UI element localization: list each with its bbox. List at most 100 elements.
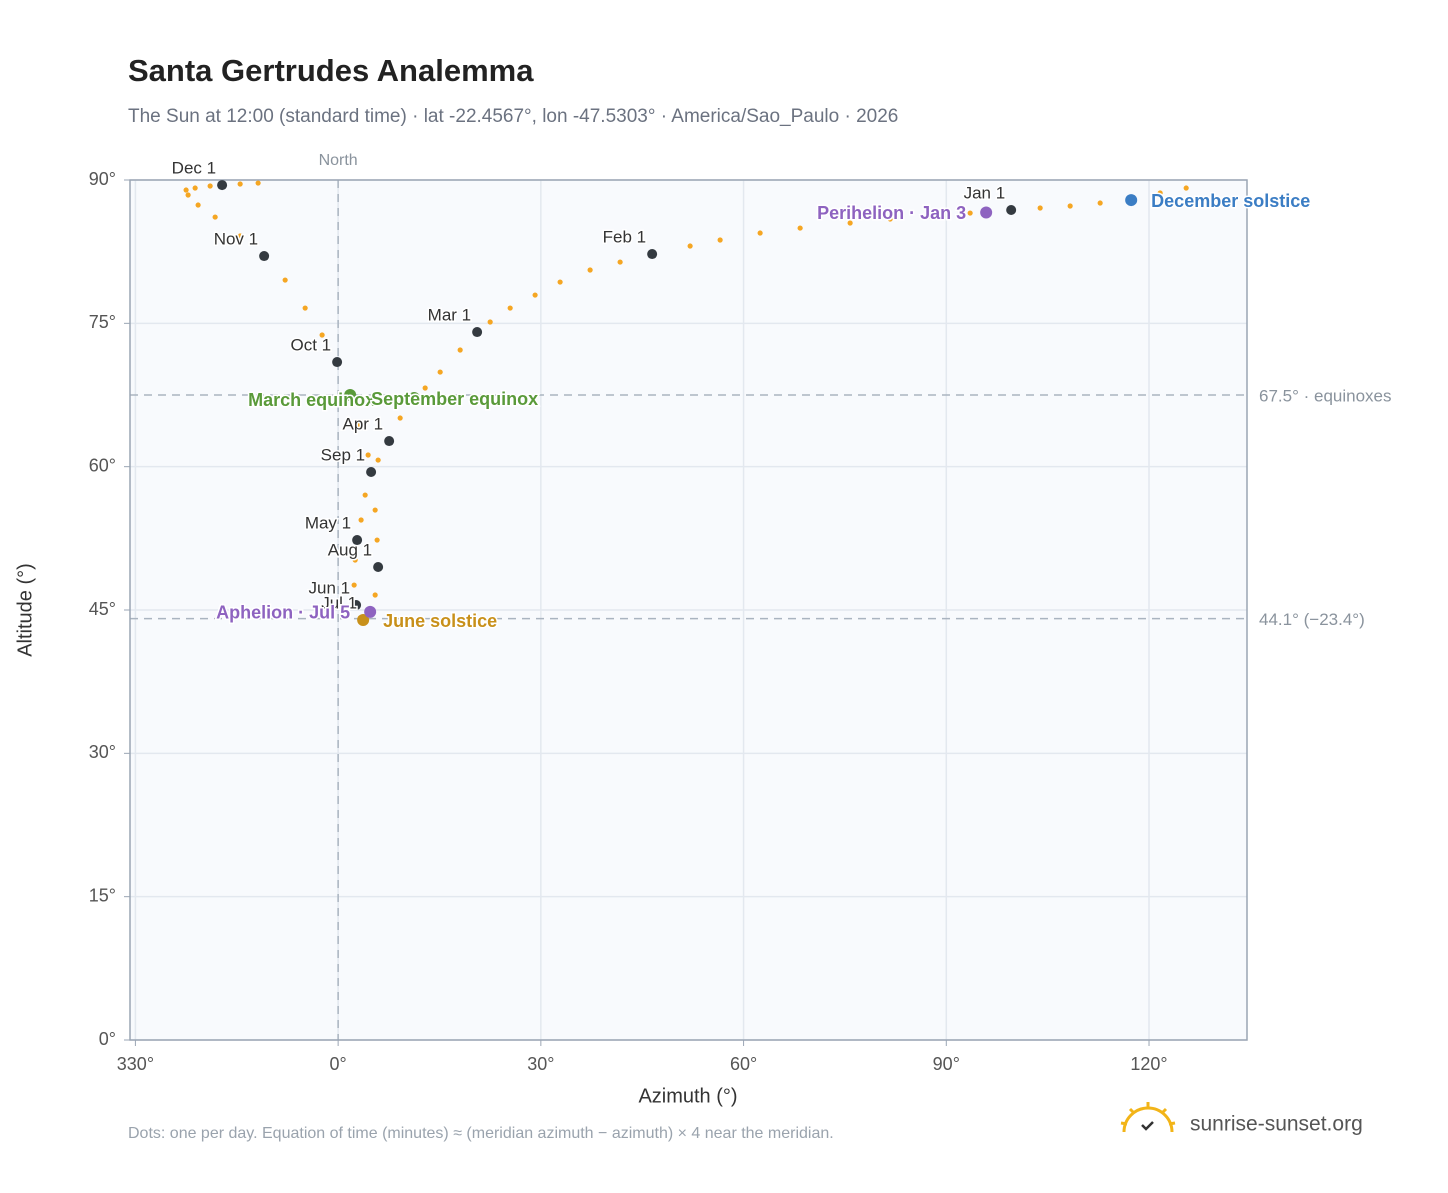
x-tick-label: 120° [1130, 1054, 1167, 1074]
event-dot [357, 614, 370, 627]
month-dot [352, 535, 363, 546]
daily-dot [927, 213, 933, 219]
daily-dot [1067, 203, 1073, 209]
month-dot [384, 436, 395, 447]
daily-dot [887, 216, 893, 222]
daily-dot [255, 180, 261, 186]
event-label: June solstice [383, 611, 497, 631]
month-label: Oct 1 [290, 336, 331, 355]
daily-dot [422, 385, 428, 391]
event-label: December solstice [1151, 191, 1310, 211]
daily-dot [351, 582, 357, 588]
month-label: May 1 [305, 514, 351, 533]
daily-dot [532, 292, 538, 298]
daily-dot [557, 279, 563, 285]
daily-dot [967, 210, 973, 216]
month-label: Nov 1 [214, 230, 258, 249]
daily-dot [372, 507, 378, 513]
daily-dot [207, 183, 213, 189]
event-dot [344, 389, 357, 401]
month-dot [259, 251, 270, 262]
x-tick-label: 0° [330, 1054, 347, 1074]
x-tick-label: 30° [527, 1054, 554, 1074]
event-dot [408, 392, 421, 405]
daily-dot [487, 319, 493, 325]
daily-dot [1183, 185, 1189, 191]
month-label: Jan 1 [964, 183, 1006, 202]
daily-dot [1097, 200, 1103, 206]
month-label: Jun 1 [309, 579, 351, 598]
daily-dot [1157, 190, 1163, 196]
event-dot [980, 206, 993, 219]
daily-dot [358, 517, 364, 523]
month-label: Jul 1 [321, 594, 357, 613]
daily-dot [457, 347, 463, 353]
daily-dot [365, 452, 371, 458]
month-dot [351, 600, 362, 611]
event-label: March equinox [248, 390, 375, 410]
reference-label: 67.5° · equinoxes [1259, 386, 1392, 405]
daily-dot [362, 492, 368, 498]
month-label: Apr 1 [343, 415, 384, 434]
daily-dot [587, 267, 593, 273]
y-tick-label: 90° [89, 169, 116, 189]
month-dot [472, 327, 483, 338]
daily-dot [185, 192, 191, 198]
event-dot [1125, 194, 1138, 207]
daily-dot [507, 305, 513, 311]
daily-dot [195, 202, 201, 208]
month-dot [366, 467, 377, 478]
daily-dot [687, 243, 693, 249]
y-tick-label: 60° [89, 455, 116, 475]
daily-dot [302, 305, 308, 311]
x-tick-label: 60° [730, 1054, 757, 1074]
event-label: September equinox [371, 389, 538, 409]
event-dot [364, 605, 377, 618]
daily-dot [757, 230, 763, 236]
daily-dot [192, 185, 198, 191]
y-tick-label: 30° [89, 742, 116, 762]
y-axis-title: Altitude (°) [14, 563, 36, 657]
month-dot [217, 180, 228, 191]
month-dot [647, 249, 658, 260]
daily-dot [617, 259, 623, 265]
footnote: Dots: one per day. Equation of time (min… [128, 1125, 834, 1142]
y-tick-label: 45° [89, 599, 116, 619]
chart-title: Santa Gertrudes Analemma [128, 53, 534, 88]
x-tick-label: 330° [117, 1054, 154, 1074]
month-label: Mar 1 [428, 306, 471, 325]
event-label: Perihelion · Jan 3 [817, 203, 966, 223]
month-label: Aug 1 [328, 540, 372, 559]
daily-dot [357, 422, 363, 428]
daily-dot [183, 187, 189, 193]
month-label: Sep 1 [321, 446, 365, 465]
daily-dot [717, 237, 723, 243]
daily-dot [237, 181, 243, 187]
daily-dot [282, 277, 288, 283]
daily-dot [437, 369, 443, 375]
daily-dot [212, 214, 218, 220]
month-label: Feb 1 [603, 228, 646, 247]
north-label: North [319, 152, 358, 169]
daily-dot [319, 332, 325, 338]
event-label: Aphelion · Jul 5 [216, 603, 350, 623]
daily-dot [847, 220, 853, 226]
month-label: Dec 1 [172, 159, 216, 178]
daily-dot [375, 457, 381, 463]
y-tick-label: 15° [89, 885, 116, 905]
plot-border [129, 179, 1248, 1041]
daily-dot [797, 225, 803, 231]
y-tick-label: 0° [99, 1029, 116, 1049]
daily-dot [352, 557, 358, 563]
y-tick-label: 75° [89, 312, 116, 332]
brand-logo [1120, 1102, 1176, 1133]
daily-dot [237, 233, 243, 239]
daily-dot [374, 537, 380, 543]
daily-dot [397, 415, 403, 421]
daily-dot [1037, 205, 1043, 211]
chart-subtitle: The Sun at 12:00 (standard time) · lat -… [128, 106, 898, 127]
month-dot [1006, 205, 1017, 216]
brand: sunrise-sunset.org [1190, 1113, 1363, 1136]
daily-dot [372, 592, 378, 598]
